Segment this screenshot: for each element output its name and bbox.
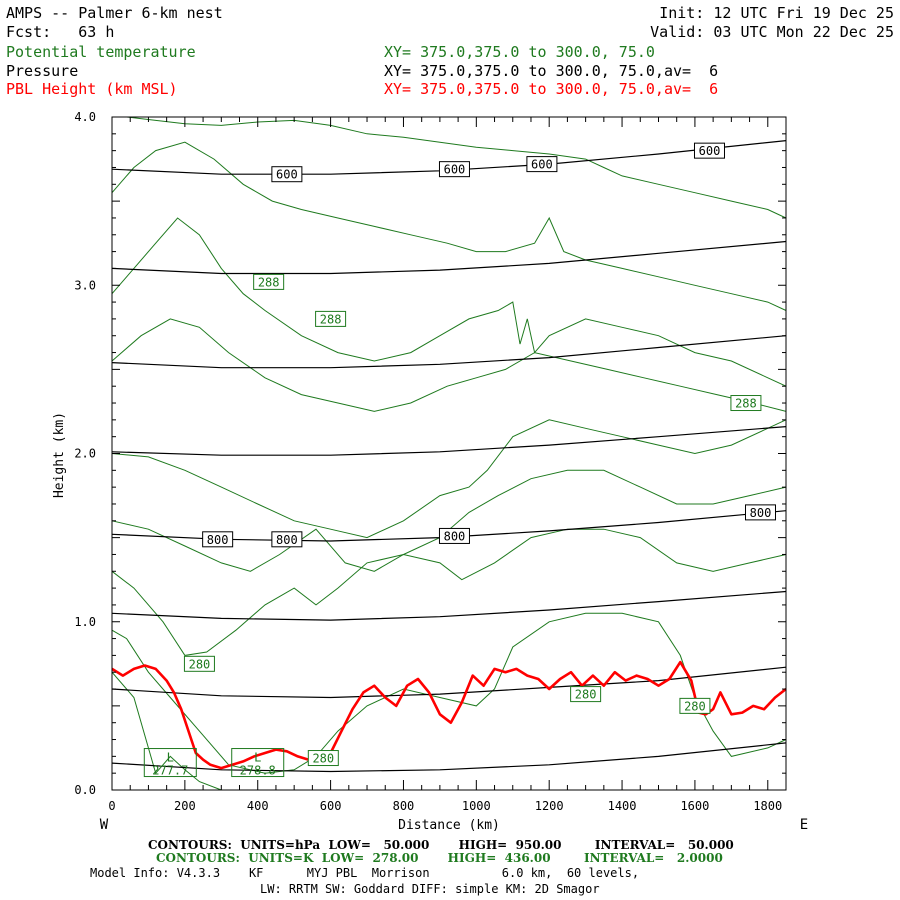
theta-contour-line xyxy=(111,141,787,311)
x-tick-label: 1000 xyxy=(462,799,491,813)
theta-contour-label-box xyxy=(183,655,215,672)
pressure-contour-900 xyxy=(111,666,787,699)
pressure-contour-label-box xyxy=(202,531,234,548)
theta-contour-label: 288 xyxy=(735,397,757,411)
theta-contour-label-box xyxy=(679,697,711,714)
model-physics: LW: RRTM SW: Goddard DIFF: simple KM: 2D… xyxy=(260,882,600,896)
contour-labels: 600 600 600 600 800 800 800 800 280 280 280 280 288 2… xyxy=(143,142,776,778)
theta-contour-label-box xyxy=(315,310,347,327)
low-marker-value: 278.8 xyxy=(240,764,276,778)
theta-contour-label: 288 xyxy=(258,275,280,289)
pbl-field-name: PBL Height (km MSL) xyxy=(6,80,178,98)
chart-axes: 0.0 1.0 2.0 3.0 4.0 0 200 400 600 800 1000 1200 1400… xyxy=(74,110,787,813)
forecast-hour: Fcst: 63 h xyxy=(6,23,115,41)
theta-contours xyxy=(111,116,787,791)
pressure-contour-label: 800 xyxy=(750,506,772,520)
pressure-contour-label-box xyxy=(438,161,470,178)
theta-contour-label: 288 xyxy=(320,312,342,326)
pressure-contour-label-box xyxy=(271,531,303,548)
pressure-contour-label: 600 xyxy=(276,168,298,182)
pbl-height-series xyxy=(111,660,787,770)
low-marker-value: 277.7 xyxy=(152,764,188,778)
y-tick-label: 1.0 xyxy=(74,615,96,629)
y-tick-label: 4.0 xyxy=(74,110,96,124)
theta-contour-line xyxy=(111,318,787,412)
theta-contour-line xyxy=(111,469,787,572)
pressure-contour-label: 600 xyxy=(444,163,466,177)
pressure-contour-850 xyxy=(111,590,787,621)
pressure-contour-label: 800 xyxy=(276,533,298,547)
pressure-contour-label-box xyxy=(744,504,776,521)
low-marker-box xyxy=(231,748,285,778)
theta-contour-label-box xyxy=(307,750,339,767)
theta-contour-line xyxy=(126,116,787,219)
pressure-contour-950 xyxy=(111,742,787,773)
pressure-contour-label-box xyxy=(271,166,303,183)
x-tick-label: 1400 xyxy=(608,799,637,813)
pressure-contour-label-box xyxy=(526,156,558,173)
y-tick-label: 0.0 xyxy=(74,783,96,797)
y-tick-label: 2.0 xyxy=(74,447,96,461)
y-axis-label: Height (km) xyxy=(52,412,67,498)
theta-contour-line xyxy=(111,671,222,791)
pressure-field-name: Pressure xyxy=(6,62,79,80)
theta-field-name: Potential temperature xyxy=(6,43,196,61)
theta-contour-label: 280 xyxy=(189,657,211,671)
y-tick-label: 3.0 xyxy=(74,278,96,292)
pbl-height-line xyxy=(111,660,787,770)
theta-contour-label-box xyxy=(570,686,602,703)
theta-contour-line xyxy=(111,217,787,387)
x-axis-label: Distance (km) xyxy=(398,818,500,833)
pressure-contour-label: 600 xyxy=(699,144,721,158)
theta-contour-label: 280 xyxy=(312,752,334,766)
theta-contour-label-box xyxy=(730,395,762,412)
pressure-field-xy: XY= 375.0,375.0 to 300.0, 75.0,av= 6 xyxy=(384,62,719,80)
west-end-label: W xyxy=(100,817,109,833)
theta-contour-label: 280 xyxy=(684,699,706,713)
theta-contour-line xyxy=(111,528,787,656)
east-end-label: E xyxy=(800,817,808,833)
x-tick-label: 1600 xyxy=(680,799,709,813)
theta-contour-label-box xyxy=(253,273,285,290)
pressure-contours xyxy=(111,140,787,773)
valid-time: Valid: 03 UTC Mon 22 Dec 25 xyxy=(650,23,894,41)
init-time: Init: 12 UTC Fri 19 Dec 25 xyxy=(659,4,894,22)
x-tick-label: 0 xyxy=(108,799,115,813)
theta-contour-label: 280 xyxy=(575,688,597,702)
pressure-contour-650 xyxy=(111,240,787,275)
pressure-contour-label-box xyxy=(438,527,470,544)
plot-frame xyxy=(111,116,787,791)
pressure-contour-label: 600 xyxy=(531,158,553,172)
x-tick-label: 1200 xyxy=(535,799,564,813)
model-title: AMPS -- Palmer 6-km nest xyxy=(6,4,223,22)
low-marker-symbol: L xyxy=(167,751,174,765)
x-tick-label: 1800 xyxy=(753,799,782,813)
pressure-contour-info: CONTOURS: UNITS=hPa LOW= 50.000 HIGH= 95… xyxy=(148,838,734,852)
low-marker-symbol: L xyxy=(254,751,261,765)
theta-contour-line xyxy=(111,419,787,539)
x-tick-label: 400 xyxy=(247,799,269,813)
theta-field-xy: XY= 375.0,375.0 to 300.0, 75.0 xyxy=(384,43,655,61)
pressure-contour-700 xyxy=(111,335,787,369)
model-info: Model Info: V4.3.3 KF MYJ PBL Morrison 6… xyxy=(90,866,640,880)
x-tick-label: 800 xyxy=(393,799,415,813)
x-tick-label: 600 xyxy=(320,799,342,813)
pressure-contour-label: 800 xyxy=(207,533,229,547)
pressure-contour-750 xyxy=(111,426,787,456)
x-tick-label: 200 xyxy=(174,799,196,813)
theta-contour-info: CONTOURS: UNITS=K LOW= 278.00 HIGH= 436.… xyxy=(156,851,723,865)
pressure-contour-label-box xyxy=(693,142,725,159)
low-marker-box xyxy=(143,748,197,778)
pressure-contour-label: 800 xyxy=(444,529,466,543)
pbl-field-xy: XY= 375.0,375.0 to 300.0, 75.0,av= 6 xyxy=(384,80,719,98)
